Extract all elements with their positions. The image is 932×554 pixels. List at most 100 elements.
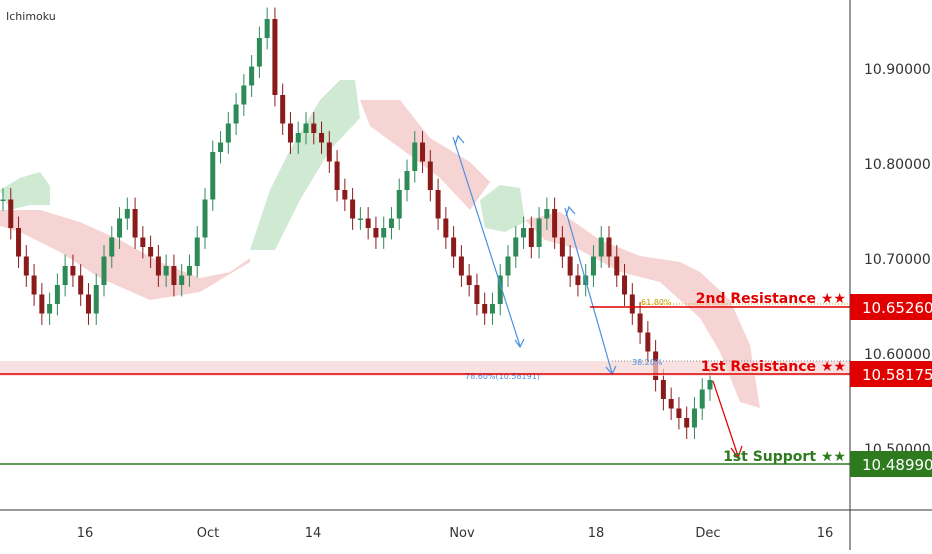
candle-body [8,199,14,228]
candle-body [381,228,387,238]
candle-body [280,95,286,124]
candle-body [78,275,84,295]
candle-body [645,332,651,352]
candle-body [684,418,690,428]
candle-body [70,266,76,276]
candle-body [155,256,161,276]
candle-body [497,275,503,304]
candle-body [357,218,363,220]
candle-body [536,218,542,247]
fib-arrow-1 [454,134,465,146]
candle-body [272,19,278,95]
second-resistance-label: 2nd Resistance ★★ [696,291,846,307]
x-tick-6: 16 [817,526,834,541]
candle-body [474,285,480,304]
fib-leg-2 [564,207,613,374]
candle-body [16,228,22,257]
cloud-green-right [480,185,525,232]
candle-body [210,152,216,200]
resistance-zone [0,361,850,376]
x-axis[interactable]: 16 Oct 14 Nov 18 Dec 16 [77,526,834,541]
candle-body [676,408,682,418]
first-support-label: 1st Support ★★ [723,449,846,465]
candle-body [179,275,185,285]
candle-body [342,190,348,200]
candle-body [707,380,713,390]
candle-body [598,237,604,257]
candle-body [62,266,68,285]
candle-body [505,256,511,276]
candle-body [233,104,239,124]
candle-body [109,237,115,257]
candle-body [622,275,628,295]
candle-body [241,85,247,105]
x-tick-1: Oct [197,526,219,541]
fib-label-6180: 61.80% [641,298,672,307]
y-tick-0: 10.90000 [864,62,931,78]
candle-body [311,123,317,133]
badge-first-resistance-value: 10.58175 [862,366,932,384]
candle-body [544,209,550,219]
candle-body [668,399,674,409]
candle-body [202,199,208,238]
candle-body [427,161,433,190]
candle-body [326,142,332,162]
candle-body [629,294,635,314]
candle-body [124,209,130,219]
candle-body [171,266,177,285]
badge-first-resistance: 10.58175 [850,361,932,387]
candle-body [513,237,519,257]
x-tick-2: 14 [305,526,322,541]
x-tick-4: 18 [588,526,605,541]
cloud-red-left [0,210,250,300]
candle-body [528,228,534,247]
candle-body [140,237,146,247]
candle-body [606,237,612,257]
fib-label-3820: 38.20% [632,358,663,367]
candle-body [451,237,457,257]
candle-body [47,304,53,314]
y-tick-3: 10.60000 [864,347,931,363]
candle-body [443,218,449,238]
candle-body [101,256,107,285]
candle-body [218,142,224,152]
fib-leg-1 [452,136,521,347]
fib-arrow-3 [565,205,576,217]
candle-body [637,313,643,333]
fib-swings [452,134,617,376]
candle-body [148,247,154,257]
badge-first-support: 10.48990 [850,451,932,477]
candle-body [575,275,581,285]
candle-body [264,19,270,38]
badge-second-resistance: 10.65260 [850,294,932,320]
candle-body [256,38,262,67]
candle-body [319,133,325,143]
y-tick-2: 10.70000 [864,252,931,268]
x-tick-3: Nov [449,526,475,541]
y-axis[interactable]: 10.90000 10.80000 10.70000 10.60000 10.5… [864,62,931,458]
candle-body [186,266,192,276]
candle-body [194,237,200,266]
fib-label-7860: 78.60%(10.58191) [465,372,540,381]
candle-body [54,285,60,304]
candle-body [590,256,596,276]
candle-body [117,218,123,238]
candle-body [85,294,91,314]
first-resistance-label: 1st Resistance ★★ [701,359,846,375]
candle-body [388,218,394,228]
x-tick-0: 16 [77,526,94,541]
candle-body [660,380,666,399]
candle-body [521,228,527,238]
candle-body [559,237,565,257]
candle-body [614,256,620,276]
candle-body [0,199,6,201]
candle-body [23,256,29,276]
candle-body [249,66,255,86]
y-tick-1: 10.80000 [864,157,931,173]
indicator-label: Ichimoku [6,10,56,23]
candle-body [412,142,418,171]
candle-body [699,389,705,409]
fib-arrow-2 [514,338,525,349]
